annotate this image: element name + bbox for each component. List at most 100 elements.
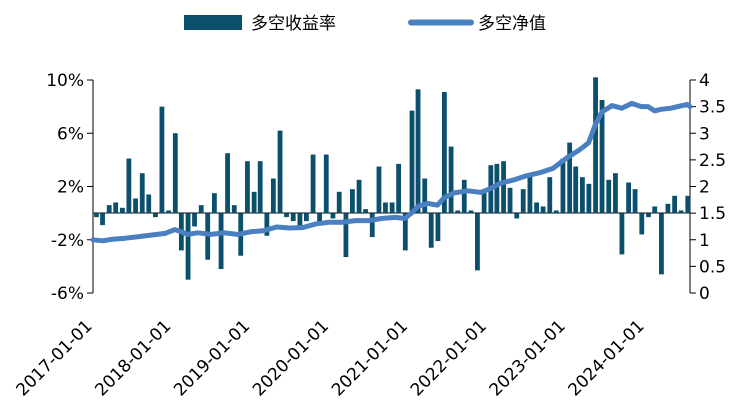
bar bbox=[613, 173, 618, 214]
right-axis-ticks: 4 3.5 3 2.5 2 1.5 1 0.5 0 bbox=[690, 71, 726, 304]
bar bbox=[599, 99, 605, 214]
bar bbox=[415, 89, 421, 214]
bar bbox=[678, 210, 684, 214]
bar bbox=[619, 213, 625, 255]
bar bbox=[106, 205, 112, 214]
bar bbox=[323, 154, 329, 214]
legend: 多空收益率 多空净值 bbox=[184, 14, 546, 34]
bar bbox=[192, 213, 197, 227]
bar bbox=[146, 194, 152, 214]
bar bbox=[343, 213, 349, 258]
bar bbox=[166, 210, 172, 214]
bar bbox=[646, 213, 651, 218]
right-tick-label: 2 bbox=[699, 178, 710, 198]
bar bbox=[389, 202, 395, 214]
bar bbox=[534, 202, 540, 214]
left-tick-label: 2% bbox=[57, 178, 84, 198]
right-tick-label: 1 bbox=[699, 231, 710, 251]
bar bbox=[428, 213, 434, 248]
left-tick-label: 10% bbox=[46, 71, 84, 91]
bar bbox=[448, 146, 454, 214]
bar bbox=[211, 193, 217, 214]
bar bbox=[632, 189, 638, 214]
bar bbox=[540, 206, 546, 214]
bar bbox=[494, 163, 500, 214]
bar-series bbox=[94, 77, 691, 280]
x-tick-label: 2020-01-01 bbox=[249, 316, 333, 400]
bar bbox=[119, 207, 125, 214]
bar bbox=[94, 213, 99, 218]
right-tick-label: 4 bbox=[699, 71, 710, 91]
bar bbox=[349, 189, 355, 214]
bar bbox=[284, 213, 289, 218]
right-tick-label: 2.5 bbox=[699, 151, 726, 171]
bar bbox=[409, 110, 415, 214]
bar bbox=[520, 189, 526, 214]
bar bbox=[172, 133, 178, 214]
bar bbox=[303, 213, 309, 222]
bar bbox=[376, 166, 382, 214]
bar bbox=[586, 183, 592, 214]
bar bbox=[468, 210, 474, 214]
bar bbox=[383, 202, 388, 214]
legend-swatch-bar bbox=[184, 15, 242, 30]
bar bbox=[501, 161, 506, 214]
bar bbox=[257, 161, 263, 214]
bar bbox=[573, 166, 579, 214]
bar bbox=[264, 213, 270, 236]
x-axis-ticks: 2017-01-012018-01-012019-01-012020-01-01… bbox=[13, 316, 649, 400]
bar bbox=[672, 195, 678, 214]
bar bbox=[159, 106, 165, 214]
x-tick-label: 2022-01-01 bbox=[407, 316, 491, 400]
bar bbox=[639, 213, 645, 235]
right-tick-label: 0.5 bbox=[699, 257, 726, 277]
bar bbox=[659, 213, 664, 275]
bar bbox=[336, 191, 342, 214]
bar bbox=[133, 198, 138, 214]
left-axis-ticks: 10% 6% 2% -2% -6% bbox=[46, 71, 93, 304]
bar bbox=[270, 178, 276, 214]
bar bbox=[251, 191, 257, 214]
bar bbox=[153, 213, 158, 218]
x-tick-label: 2018-01-01 bbox=[91, 316, 175, 400]
bar bbox=[435, 213, 441, 242]
net-value-line bbox=[90, 100, 693, 244]
bar bbox=[290, 213, 296, 222]
bar bbox=[297, 213, 303, 228]
bar bbox=[553, 210, 559, 214]
bar bbox=[606, 179, 612, 214]
x-tick-label: 2024-01-01 bbox=[565, 316, 649, 400]
bar bbox=[185, 213, 191, 280]
bar bbox=[547, 177, 553, 214]
bar bbox=[461, 179, 467, 214]
bar bbox=[369, 213, 375, 238]
right-tick-label: 3 bbox=[699, 124, 710, 144]
bar bbox=[113, 202, 119, 214]
bar bbox=[310, 154, 316, 214]
legend-label-bar: 多空收益率 bbox=[251, 14, 336, 34]
left-tick-label: 6% bbox=[57, 124, 84, 144]
bar bbox=[507, 187, 513, 214]
bar bbox=[402, 213, 408, 251]
legend-label-line: 多空净值 bbox=[478, 14, 546, 34]
bar bbox=[567, 142, 573, 214]
x-tick-label: 2019-01-01 bbox=[170, 316, 254, 400]
bar bbox=[455, 210, 461, 214]
bar bbox=[225, 153, 230, 214]
bar bbox=[593, 77, 598, 214]
bar bbox=[685, 195, 691, 214]
bar bbox=[126, 158, 132, 214]
bar bbox=[652, 206, 658, 214]
bar bbox=[100, 213, 105, 226]
bar bbox=[363, 209, 368, 214]
bar bbox=[139, 173, 145, 214]
bar bbox=[527, 175, 533, 214]
bar bbox=[231, 205, 237, 214]
bar bbox=[665, 203, 671, 214]
bar bbox=[330, 213, 336, 219]
bar bbox=[277, 130, 283, 214]
bar bbox=[356, 179, 362, 214]
left-tick-label: -6% bbox=[51, 284, 84, 304]
left-tick-label: -2% bbox=[51, 231, 84, 251]
